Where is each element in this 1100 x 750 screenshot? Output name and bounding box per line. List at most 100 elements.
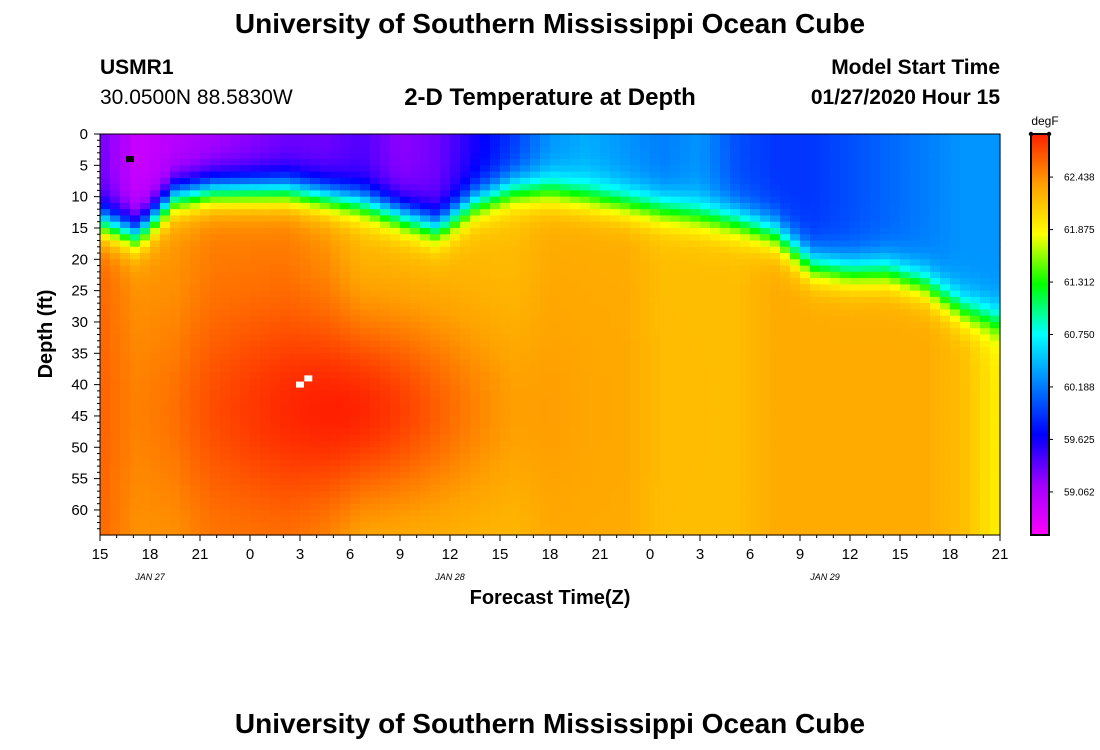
heat-cell xyxy=(110,246,121,254)
heat-cell xyxy=(170,253,181,260)
heat-cell xyxy=(200,359,211,367)
heat-cell xyxy=(100,184,111,191)
heat-cell xyxy=(570,271,581,279)
heat-cell xyxy=(920,290,931,298)
heat-cell xyxy=(710,284,721,292)
heat-cell xyxy=(550,347,561,354)
heat-cell xyxy=(410,365,421,373)
heat-cell xyxy=(230,340,241,348)
heat-cell xyxy=(690,159,701,166)
heat-cell xyxy=(230,328,241,336)
heat-cell xyxy=(420,378,431,386)
heat-cell xyxy=(820,328,831,336)
heat-cell xyxy=(460,134,471,141)
heat-cell xyxy=(130,284,141,292)
heat-cell xyxy=(240,296,251,304)
heat-cell xyxy=(660,165,671,173)
heat-cell xyxy=(580,234,591,242)
heat-cell xyxy=(630,472,641,480)
heat-cell xyxy=(710,340,721,348)
heat-cell xyxy=(980,284,991,292)
heat-cell xyxy=(900,315,911,323)
heat-cell xyxy=(970,334,981,342)
heat-cell xyxy=(130,152,141,160)
heat-cell xyxy=(810,359,821,367)
heat-cell xyxy=(990,284,1001,292)
heat-cell xyxy=(280,152,291,160)
heat-cell xyxy=(800,284,811,292)
heat-cell xyxy=(350,384,361,392)
heat-cell xyxy=(180,422,191,430)
heat-cell xyxy=(490,415,501,423)
heat-cell xyxy=(770,278,781,285)
heat-cell xyxy=(570,202,581,210)
heat-cell xyxy=(330,347,341,354)
heat-cell xyxy=(110,428,121,436)
heat-cell xyxy=(890,409,901,417)
heat-cell xyxy=(250,365,261,373)
heat-cell xyxy=(990,328,1001,336)
heat-cell xyxy=(700,240,711,248)
heat-cell xyxy=(720,171,731,179)
heat-cell xyxy=(570,196,581,204)
heat-cell xyxy=(310,296,321,304)
heat-cell xyxy=(880,309,891,317)
heat-cell xyxy=(590,184,601,191)
heat-cell xyxy=(200,372,211,379)
heat-cell xyxy=(210,296,221,304)
heat-cell xyxy=(570,290,581,298)
heat-cell xyxy=(110,202,121,210)
heat-cell xyxy=(120,227,131,235)
heat-cell xyxy=(720,466,731,473)
heat-cell xyxy=(280,441,291,448)
heat-cell xyxy=(680,422,691,430)
heat-cell xyxy=(370,321,381,329)
heat-cell xyxy=(130,196,141,204)
heat-cell xyxy=(460,378,471,386)
heat-cell xyxy=(550,403,561,411)
heat-cell xyxy=(890,315,901,323)
heat-cell xyxy=(500,240,511,248)
heat-cell xyxy=(520,253,531,260)
heat-cell xyxy=(800,340,811,348)
heat-cell xyxy=(140,165,151,173)
heat-cell xyxy=(490,278,501,285)
heat-cell xyxy=(130,403,141,411)
heat-cell xyxy=(330,159,341,166)
heat-cell xyxy=(490,447,501,455)
heat-cell xyxy=(730,165,741,173)
heat-cell xyxy=(480,422,491,430)
heat-cell xyxy=(930,453,941,461)
heat-cell xyxy=(590,140,601,148)
heat-cell xyxy=(800,315,811,323)
heat-cell xyxy=(550,278,561,285)
heat-cell xyxy=(710,372,721,379)
heat-cell xyxy=(420,466,431,473)
heat-cell xyxy=(760,403,771,411)
heat-cell xyxy=(500,403,511,411)
heat-cell xyxy=(720,290,731,298)
heat-cell xyxy=(160,271,171,279)
heat-cell xyxy=(800,378,811,386)
heat-cell xyxy=(230,466,241,473)
heat-cell xyxy=(190,390,201,398)
heat-cell xyxy=(190,140,201,148)
heat-cell xyxy=(770,434,781,442)
heat-cell xyxy=(960,422,971,430)
heat-cell xyxy=(100,227,111,235)
heat-cell xyxy=(220,221,231,229)
heat-cell xyxy=(640,196,651,204)
heat-cell xyxy=(280,284,291,292)
heat-cell xyxy=(810,459,821,467)
heat-cell xyxy=(100,466,111,473)
heat-cell xyxy=(780,184,791,191)
heat-cell xyxy=(500,134,511,141)
heat-cell xyxy=(550,202,561,210)
heat-cell xyxy=(580,309,591,317)
heat-cell xyxy=(610,359,621,367)
heat-cell xyxy=(360,353,371,361)
heat-cell xyxy=(570,284,581,292)
heat-cell xyxy=(940,415,951,423)
heat-cell xyxy=(690,409,701,417)
heat-cell xyxy=(190,353,201,361)
